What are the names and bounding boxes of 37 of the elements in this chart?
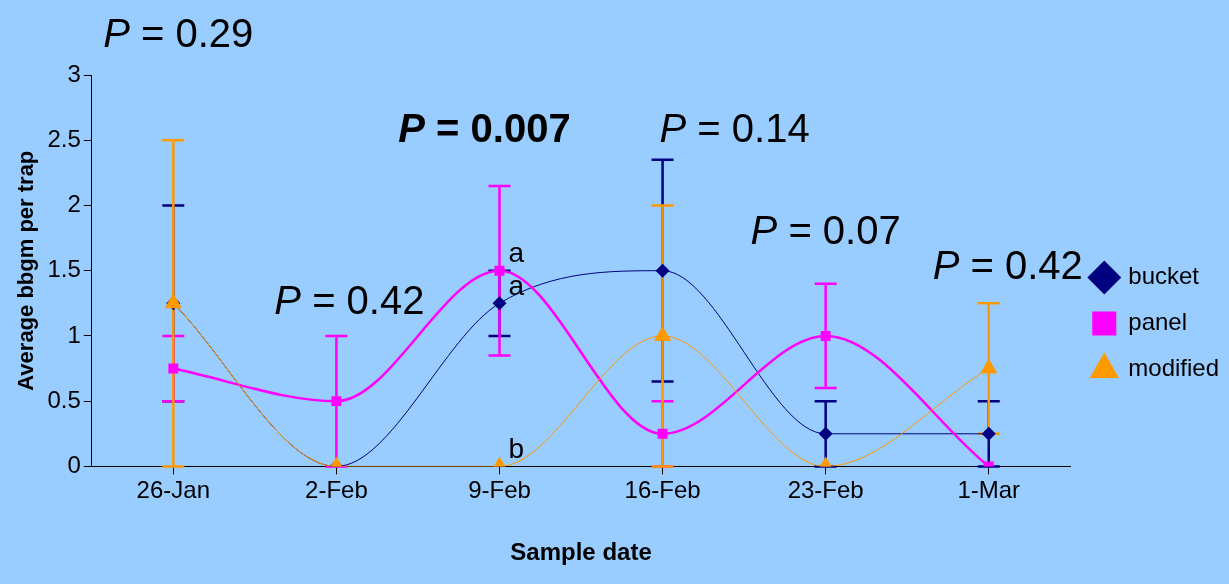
annotation: b bbox=[508, 433, 525, 465]
y-axis-title: Average bbgm per trap bbox=[13, 150, 39, 391]
y-tick-label: 2.5 bbox=[47, 124, 81, 152]
x-tick-label: 16-Feb bbox=[624, 476, 701, 504]
x-tick-label: 23-Feb bbox=[787, 476, 864, 504]
point bbox=[168, 363, 179, 374]
legend-label: panel bbox=[1128, 308, 1188, 336]
point bbox=[492, 296, 507, 311]
y-tick-label: 3 bbox=[67, 59, 81, 87]
annotation: P = 0.42 bbox=[932, 243, 1083, 288]
text: P = 0.29 bbox=[103, 10, 254, 55]
annotation: P = 0.007 bbox=[398, 106, 571, 151]
x-tick-label: 9-Feb bbox=[468, 476, 531, 504]
annotation: a bbox=[508, 270, 525, 302]
annotation: a bbox=[508, 237, 525, 269]
point bbox=[818, 426, 833, 441]
y-tick-label: 0 bbox=[67, 451, 81, 479]
point bbox=[980, 358, 998, 374]
point bbox=[657, 428, 668, 439]
legend-label: modified bbox=[1128, 354, 1219, 382]
y-tick-label: 2 bbox=[67, 190, 81, 218]
annotation: P = 0.42 bbox=[274, 278, 425, 323]
point bbox=[494, 265, 505, 276]
point bbox=[820, 330, 831, 341]
y-tick-label: 1.5 bbox=[47, 255, 81, 283]
point bbox=[331, 396, 342, 407]
x-tick-label: 1-Mar bbox=[957, 476, 1021, 504]
annotation: P = 0.14 bbox=[659, 106, 810, 151]
x-axis-title: Sample date bbox=[510, 538, 652, 566]
point bbox=[655, 263, 670, 278]
annotation: P = 0.07 bbox=[750, 207, 901, 252]
point bbox=[981, 426, 996, 441]
y-tick-label: 0.5 bbox=[47, 385, 81, 413]
legend-label: bucket bbox=[1128, 262, 1200, 290]
y-tick-label: 1 bbox=[67, 320, 81, 348]
x-tick-label: 2-Feb bbox=[305, 476, 368, 504]
x-tick-label: 26-Jan bbox=[136, 476, 210, 504]
